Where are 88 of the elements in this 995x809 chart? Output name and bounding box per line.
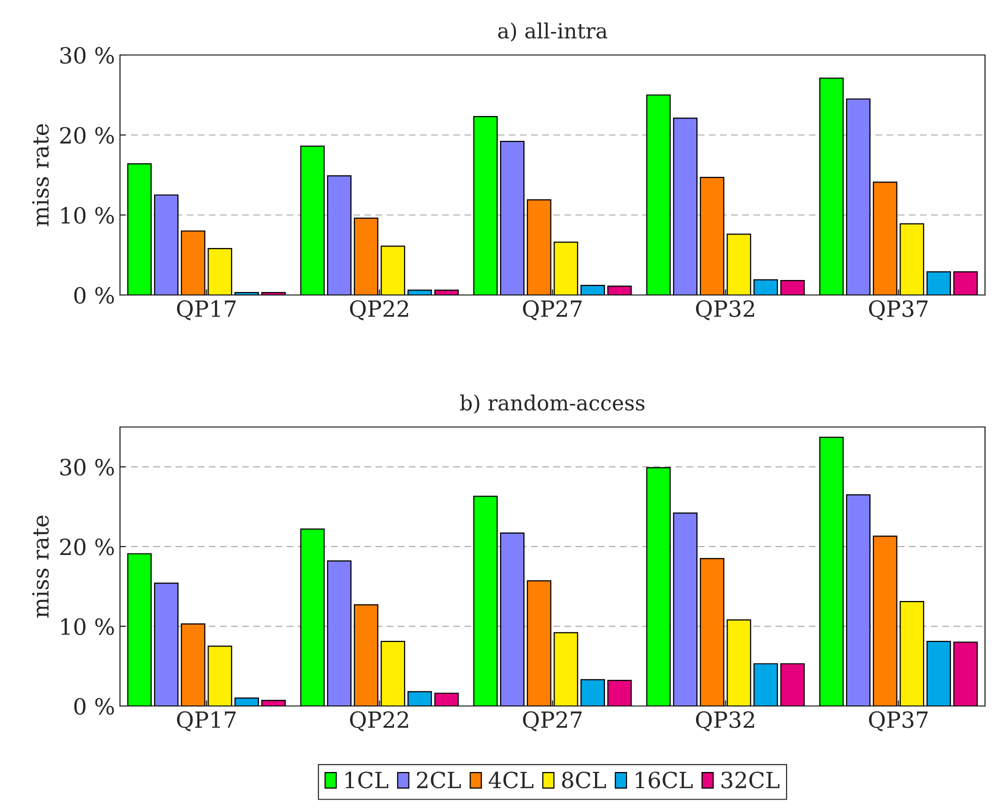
bar bbox=[846, 494, 871, 706]
bar bbox=[700, 558, 724, 706]
bar bbox=[607, 286, 632, 295]
x-tick-label: QP22 bbox=[350, 711, 408, 732]
bar bbox=[127, 553, 152, 706]
bar bbox=[261, 292, 286, 295]
bar bbox=[154, 582, 179, 706]
bar bbox=[127, 163, 152, 295]
chart-title: a) all-intra bbox=[498, 22, 608, 42]
x-tick-label: QP32 bbox=[696, 711, 754, 732]
bar bbox=[780, 280, 805, 295]
bar bbox=[872, 536, 898, 706]
x-tick-label: QP22 bbox=[350, 300, 408, 320]
y-tick-label: 0 % bbox=[74, 698, 114, 715]
bar bbox=[154, 194, 179, 295]
y-tick-label: 20 % bbox=[60, 126, 114, 144]
bar bbox=[234, 697, 259, 706]
bar bbox=[726, 619, 752, 706]
bar bbox=[726, 234, 752, 295]
bar bbox=[819, 436, 844, 706]
x-tick-label: QP27 bbox=[523, 711, 582, 732]
y-tick-label: 0 % bbox=[74, 286, 114, 304]
bar bbox=[500, 140, 525, 295]
bar bbox=[234, 292, 259, 295]
bar bbox=[819, 78, 844, 295]
bar bbox=[554, 242, 578, 295]
bar bbox=[673, 118, 698, 295]
bar bbox=[753, 663, 778, 706]
bar bbox=[380, 640, 406, 706]
bar bbox=[646, 467, 671, 706]
bar bbox=[580, 284, 605, 295]
legend-label: 2CL bbox=[416, 772, 461, 788]
x-tick-label: QP17 bbox=[177, 300, 236, 320]
bar bbox=[473, 496, 498, 706]
bar bbox=[673, 512, 698, 706]
bar bbox=[753, 279, 778, 295]
bar bbox=[407, 691, 432, 706]
y-tick-label: 30 % bbox=[60, 46, 114, 64]
y-tick-label: 30 % bbox=[60, 458, 114, 476]
bar bbox=[261, 700, 286, 706]
bar bbox=[646, 94, 671, 295]
bar bbox=[780, 663, 805, 706]
bar bbox=[846, 98, 871, 295]
bar bbox=[300, 528, 325, 706]
bar bbox=[300, 146, 325, 295]
legend-label: 4CL bbox=[488, 772, 534, 788]
y-tick-label: 10 % bbox=[61, 206, 114, 224]
bar bbox=[354, 218, 378, 295]
x-tick-label: QP32 bbox=[696, 300, 754, 320]
bar bbox=[327, 560, 352, 706]
bar bbox=[208, 646, 232, 706]
bar bbox=[900, 223, 924, 295]
bar bbox=[953, 271, 978, 295]
bar bbox=[500, 532, 525, 706]
bar bbox=[953, 642, 978, 706]
bar bbox=[180, 623, 206, 706]
y-axis-title: miss rate bbox=[32, 124, 49, 226]
bar bbox=[580, 679, 605, 706]
bar bbox=[380, 246, 406, 295]
chart-title: b) random-access bbox=[460, 394, 644, 414]
bar bbox=[872, 182, 898, 295]
bar bbox=[407, 290, 432, 295]
bar bbox=[208, 248, 232, 295]
bar bbox=[473, 116, 498, 295]
y-axis-title: miss rate bbox=[32, 516, 49, 618]
bar bbox=[180, 230, 206, 295]
bar bbox=[327, 175, 352, 295]
bar bbox=[554, 632, 578, 706]
bar bbox=[700, 176, 724, 295]
bar bbox=[607, 680, 632, 706]
bar bbox=[926, 271, 951, 295]
legend-label: 1CL bbox=[346, 772, 388, 788]
x-tick-label: QP27 bbox=[523, 300, 582, 320]
legend-label: 8CL bbox=[562, 772, 606, 788]
bar bbox=[526, 580, 552, 706]
bar bbox=[926, 640, 951, 706]
legend-label: 16CL bbox=[636, 772, 693, 788]
bar bbox=[900, 601, 924, 706]
x-tick-label: QP17 bbox=[177, 711, 236, 732]
y-tick-label: 10 % bbox=[61, 618, 114, 636]
x-tick-label: QP37 bbox=[869, 711, 928, 732]
bar bbox=[354, 604, 378, 706]
bar bbox=[526, 199, 552, 295]
bar bbox=[434, 692, 459, 706]
x-tick-label: QP37 bbox=[869, 300, 928, 320]
legend-label: 32CL bbox=[722, 772, 780, 788]
bar bbox=[434, 290, 459, 295]
y-tick-label: 20 % bbox=[60, 538, 114, 556]
